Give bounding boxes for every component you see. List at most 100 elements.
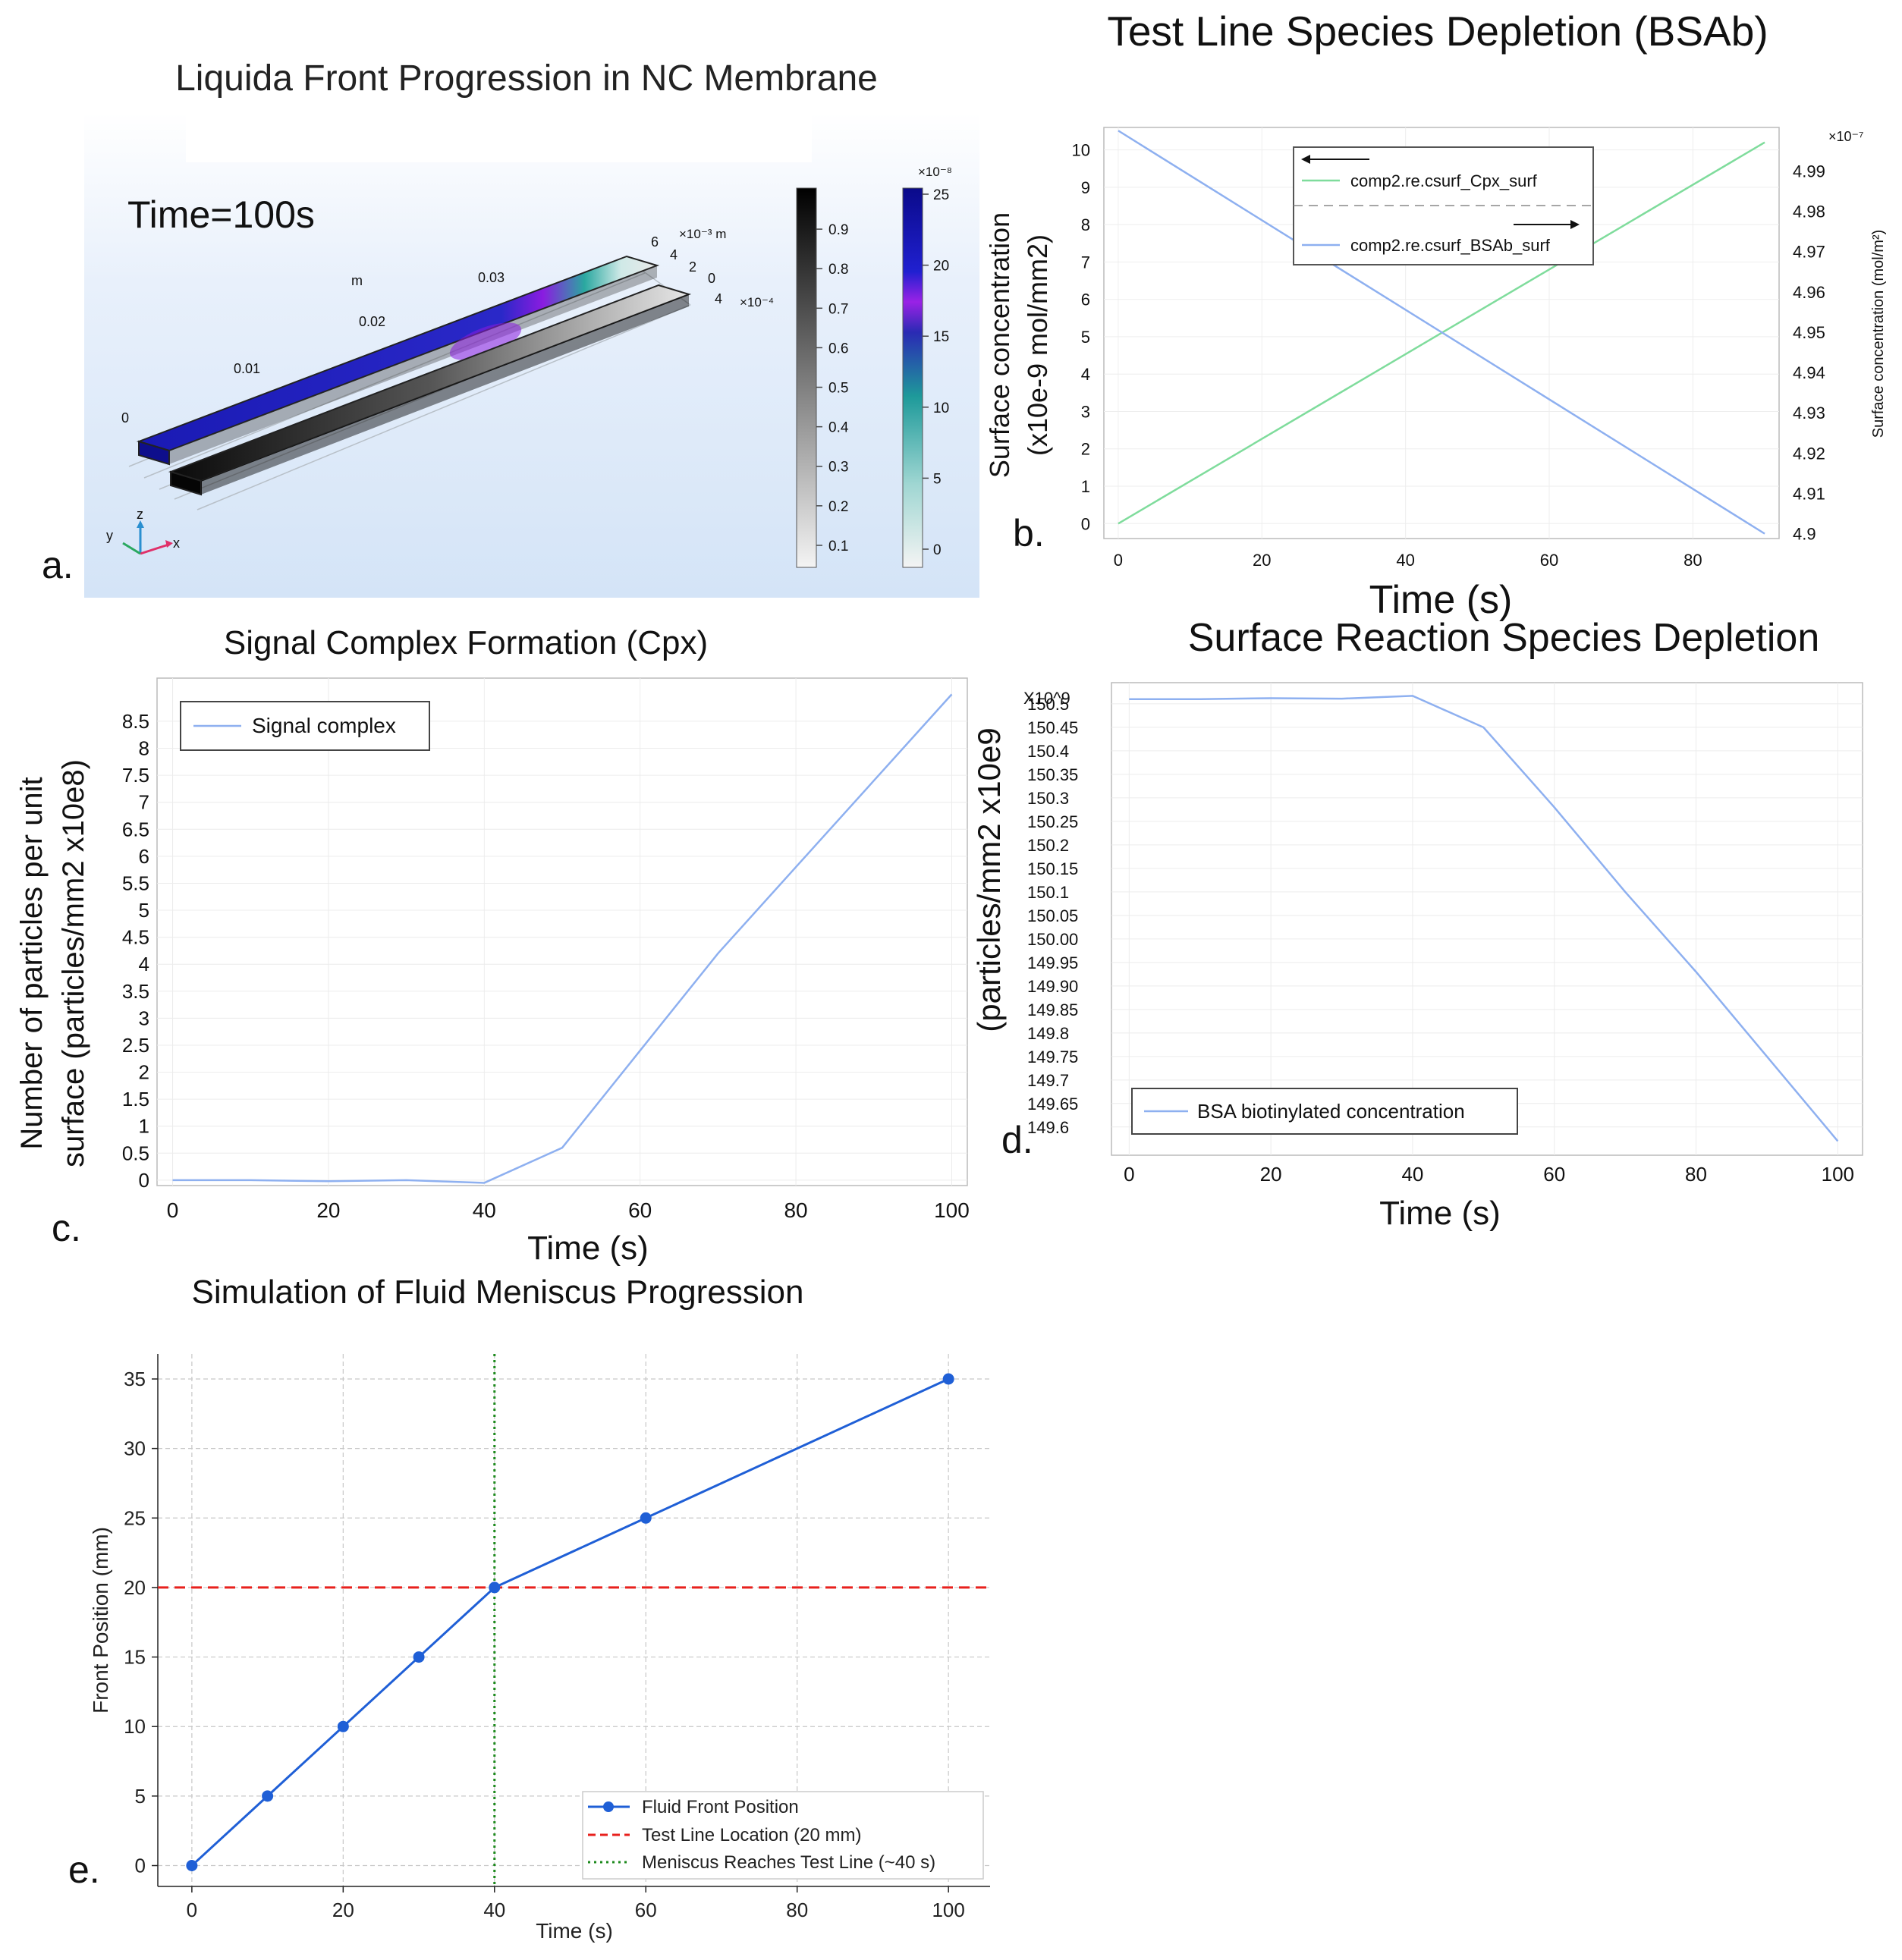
multiplier-label: X10^9	[1023, 689, 1070, 708]
y-tick-label: 149.85	[1027, 1000, 1078, 1019]
panel-c: Signal Complex Formation (Cpx) c. 0 20 40 6…	[15, 624, 970, 1267]
y-tick-label: 149.8	[1027, 1024, 1069, 1043]
x-tick-label: 60	[1543, 1163, 1565, 1186]
y-tick-label: 2	[1081, 440, 1090, 459]
y-tick-label: 150.5	[1027, 695, 1069, 714]
y-tick-label: 5	[135, 1785, 146, 1808]
y-tick-label: 150.1	[1027, 883, 1069, 902]
gray-colorbar-tick-label: 0.5	[828, 381, 848, 397]
x-tick-label: 60	[635, 1899, 657, 1921]
membrane-strip-top-edge	[169, 265, 657, 464]
concentration-colorbar-tick-label: 20	[933, 259, 949, 275]
y-tick-label: 6.5	[122, 818, 149, 840]
y-tick-4: 4	[670, 247, 677, 262]
concentration-colorbar-tick-label: 5	[933, 471, 942, 487]
data-point	[640, 1512, 652, 1524]
x-tick-0.02: 0.02	[359, 314, 385, 329]
y-tick-label: 5	[1081, 328, 1090, 347]
y-tick-label: 149.75	[1027, 1048, 1078, 1066]
data-point	[942, 1373, 954, 1385]
panel-b-letter: b.	[1013, 512, 1045, 554]
y-tick-label: 8.5	[122, 710, 149, 733]
series-line-bsa-biotinylated	[1129, 695, 1839, 1142]
y-tick-0: 0	[708, 271, 715, 286]
y-tick-label: 10	[1072, 141, 1090, 160]
x-tick-label: 0	[167, 1198, 179, 1222]
panel-b-title: Test Line Species Depletion (BSAb)	[1107, 8, 1768, 55]
y-tick-label: 3	[1081, 402, 1090, 421]
panel-b: Test Line Species Depletion (BSAb) b. ×1…	[984, 8, 1887, 622]
y-axis-label: Front Position (mm)	[89, 1527, 112, 1713]
legend-box-d	[1131, 1088, 1518, 1135]
x-tick-label: 80	[1685, 1163, 1707, 1186]
y-tick-label: 2.5	[122, 1034, 149, 1057]
y2-tick-label: 4.93	[1793, 404, 1825, 422]
y2-tick-label: 4.94	[1793, 363, 1825, 382]
legend-label-testline: Test Line Location (20 mm)	[642, 1825, 861, 1845]
y2-tick-label: 4.91	[1793, 484, 1825, 503]
y2-tick-label: 4.95	[1793, 323, 1825, 342]
data-point	[489, 1582, 501, 1594]
gray-colorbar-ticks: 0.9 0.8 0.7 0.6 0.5 0.4 0.3 0.2 0.1	[816, 222, 849, 554]
y2-tick-label: 4.99	[1793, 162, 1825, 181]
y2-axis-label: Surface concentration (mol/m²)	[1870, 230, 1887, 438]
y-tick-label: 5	[139, 899, 149, 922]
legend-right-arrowhead	[1570, 220, 1580, 229]
z-tick-4: 4	[715, 291, 722, 306]
legend-label-front: Fluid Front Position	[642, 1797, 799, 1817]
x-tick-label: 60	[1540, 551, 1558, 570]
y-tick-label: 1	[139, 1115, 149, 1138]
y-axis-label-units: surface (particles/mm2 x10e8)	[57, 759, 90, 1167]
y2-tick-label: 4.96	[1793, 283, 1825, 302]
y-tick-label: 4	[139, 953, 149, 975]
x-axis-label: Time (s)	[1379, 1195, 1501, 1232]
x-axis-label: Time (s)	[1369, 578, 1513, 622]
x-axis-label: Time (s)	[527, 1230, 649, 1267]
data-point	[186, 1860, 198, 1872]
gray-colorbar-tick-label: 0.6	[828, 341, 848, 357]
x-tick-label: 20	[1253, 551, 1271, 570]
y-tick-label: 9	[1081, 178, 1090, 197]
series-line-bsab	[1118, 130, 1765, 535]
y-tick-label: 15	[124, 1646, 146, 1669]
membrane-strip-top-side	[138, 440, 170, 466]
x-tick-label: 80	[784, 1198, 807, 1222]
x-tick-label: 80	[1684, 551, 1702, 570]
panel-c-title: Signal Complex Formation (Cpx)	[224, 624, 708, 661]
x-tick-label: 0	[187, 1899, 197, 1921]
x-tick-label: 40	[1401, 1163, 1423, 1186]
y-tick-label: 0	[135, 1855, 146, 1877]
x-tick-0.03: 0.03	[478, 270, 505, 285]
legend-label: BSA biotinylated concentration	[1197, 1100, 1465, 1123]
y-tick-label: 150.3	[1027, 789, 1069, 808]
y-tick-label: 0.5	[122, 1142, 149, 1164]
y-tick-label: 35	[124, 1368, 146, 1390]
panel-d-title: Surface Reaction Species Depletion	[1188, 616, 1819, 660]
x-tick-0.01: 0.01	[234, 361, 260, 376]
x-tick-label: 20	[316, 1198, 340, 1222]
concentration-colorbar	[902, 187, 923, 568]
y-tick-label: 150.25	[1027, 812, 1078, 831]
panel-c-letter: c.	[52, 1207, 81, 1249]
x-tick-label: 80	[786, 1899, 808, 1921]
liquid-front	[449, 322, 522, 360]
membrane-strip-bottom-side	[170, 470, 202, 496]
y-axis-label: Surface concentration	[984, 212, 1015, 478]
series-line-signal-complex	[172, 693, 953, 1184]
y-tick-label: 0	[139, 1169, 149, 1192]
panel-a-title: Liquida Front Progression in NC Membrane	[175, 58, 878, 99]
y-tick-label: 10	[124, 1715, 146, 1738]
panel-a: Liquida Front Progression in NC Membrane…	[42, 58, 979, 598]
panel-e: Simulation of Fluid Meniscus Progression…	[68, 1274, 990, 1943]
data-point	[337, 1720, 349, 1732]
data-point	[413, 1651, 425, 1663]
y2-tick-label: 4.92	[1793, 444, 1825, 463]
legend-marker-front	[603, 1801, 614, 1812]
plot-area-d	[1111, 682, 1863, 1156]
gray-colorbar-tick-label: 0.3	[828, 460, 848, 476]
y-tick-label: 7	[1081, 253, 1090, 272]
y-tick-label: 150.00	[1027, 930, 1078, 949]
y-axis-label: Number of particles per unit	[15, 777, 49, 1149]
y-tick-label: 4	[1081, 365, 1090, 384]
concentration-colorbar-tick-label: 10	[933, 400, 949, 416]
